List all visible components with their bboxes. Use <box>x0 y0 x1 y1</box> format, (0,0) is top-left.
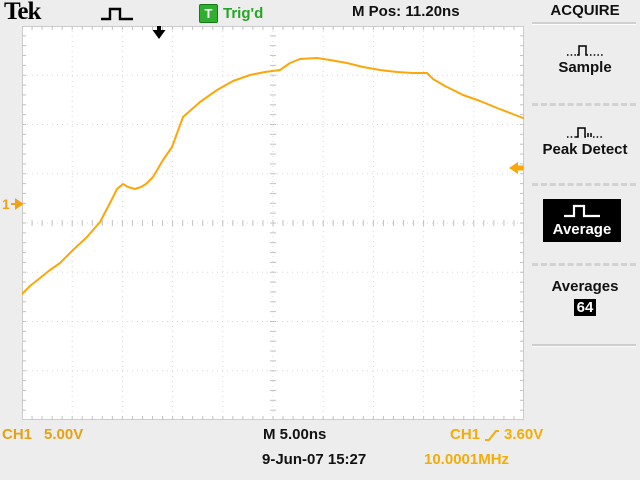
menu-item-average[interactable]: Average <box>543 199 621 242</box>
ch1-volts-per-div: 5.00V <box>44 426 84 443</box>
ch1-waveform-trace <box>21 57 524 295</box>
menu-separator <box>532 22 636 25</box>
rising-slope-icon <box>485 429 500 441</box>
peak-detect-pulse-icon <box>567 127 603 138</box>
trigger-status-group: T Trig'd <box>199 4 263 23</box>
horizontal-position-readout: M Pos: 11.20ns <box>352 3 460 20</box>
graticule-grid <box>22 26 524 420</box>
menu-title: ACQUIRE <box>550 2 620 19</box>
right-arrow-icon <box>10 198 23 210</box>
pulse-waveform-icon <box>101 7 133 21</box>
graticule-display <box>21 26 524 420</box>
trigger-position-marker <box>152 26 166 39</box>
averages-label: Averages <box>551 278 619 295</box>
menu-item-label: Peak Detect <box>542 141 628 158</box>
menu-separator <box>532 344 636 347</box>
trigger-badge-icon: T <box>199 4 218 23</box>
channel1-ground-marker: 1 <box>2 196 23 212</box>
ch1-label: CH1 <box>2 426 33 443</box>
menu-item-peak-detect[interactable]: Peak Detect <box>530 125 640 158</box>
trigger-status-label: Trig'd <box>223 5 264 22</box>
channel1-marker-label: 1 <box>2 196 10 212</box>
tek-logo: Tek <box>4 0 41 25</box>
trigger-readout: CH1 3.60V <box>450 426 543 443</box>
menu-separator <box>532 263 636 266</box>
menu-item-averages[interactable]: Averages 64 <box>530 278 640 317</box>
sample-pulse-icon <box>567 45 603 56</box>
menu-item-label: Average <box>552 221 612 238</box>
menu-separator <box>532 103 636 106</box>
average-pulse-icon <box>564 204 600 218</box>
timebase-readout: M 5.00ns <box>263 426 327 443</box>
datetime-readout: 9-Jun-07 15:27 <box>262 451 367 468</box>
menu-item-label: Sample <box>558 59 612 76</box>
trigger-level-marker <box>509 162 524 174</box>
averages-value: 64 <box>573 299 597 316</box>
trigger-source: CH1 <box>450 426 481 443</box>
menu-item-sample[interactable]: Sample <box>530 43 640 76</box>
trigger-level: 3.60V <box>504 426 544 443</box>
frequency-readout: 10.0001MHz <box>424 451 510 468</box>
menu-separator <box>532 183 636 186</box>
ch1-scale-readout: CH1 5.00V <box>2 426 83 443</box>
